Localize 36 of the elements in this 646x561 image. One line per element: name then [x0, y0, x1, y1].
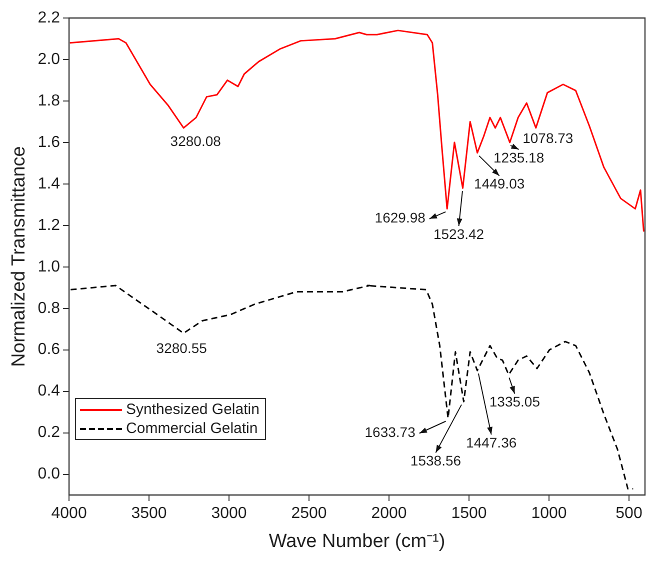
y-tick-label: 1.0 — [38, 258, 60, 276]
x-tick-label: 3500 — [131, 505, 167, 522]
y-axis-title: Normalized Transmittance — [8, 146, 30, 367]
annotation: 1449.03 — [474, 176, 525, 192]
x-tick-label: 3000 — [211, 505, 247, 522]
legend-label: Synthesized Gelatin — [126, 401, 260, 418]
y-tick-label: 0.8 — [38, 300, 60, 317]
x-tick-label: 500 — [616, 505, 642, 522]
annotation: 1633.73 — [364, 424, 416, 440]
annotation: 3280.08 — [170, 132, 222, 149]
y-tick-label: 2.0 — [38, 50, 60, 68]
y-tick-label: 1.8 — [38, 92, 60, 110]
annotation: 1523.42 — [433, 226, 484, 242]
y-tick-label: 1.6 — [38, 134, 60, 151]
x-axis-title: Wave Number (cm⁻¹) — [268, 530, 446, 552]
y-tick-label: 0.6 — [38, 341, 60, 358]
x-tick-label: 1000 — [531, 505, 567, 522]
annotation: 1538.56 — [410, 452, 462, 469]
x-tick-label: 2000 — [371, 505, 407, 522]
line-series — [70, 284, 634, 490]
annotation: 1078.73 — [522, 130, 574, 146]
y-tick-label: 0.0 — [38, 466, 60, 483]
x-tick-label: 1500 — [451, 505, 487, 522]
annotation: 1335.05 — [489, 394, 540, 410]
annotation: 1447.36 — [466, 434, 517, 450]
annotation: 1629.98 — [374, 210, 426, 226]
y-tick-label: 1.2 — [38, 216, 60, 234]
annotation: 3280.55 — [156, 340, 208, 356]
annotation: 1235.18 — [494, 149, 544, 166]
y-tick-label: 1.4 — [38, 175, 60, 192]
x-tick-label: 2500 — [291, 505, 327, 522]
y-tick-label: 0.2 — [38, 424, 60, 442]
legend-label: Commercial Gelatin — [126, 420, 258, 437]
x-tick-label: 4000 — [51, 505, 87, 522]
y-tick-label: 0.4 — [38, 382, 60, 400]
y-tick-label: 2.2 — [38, 9, 60, 26]
